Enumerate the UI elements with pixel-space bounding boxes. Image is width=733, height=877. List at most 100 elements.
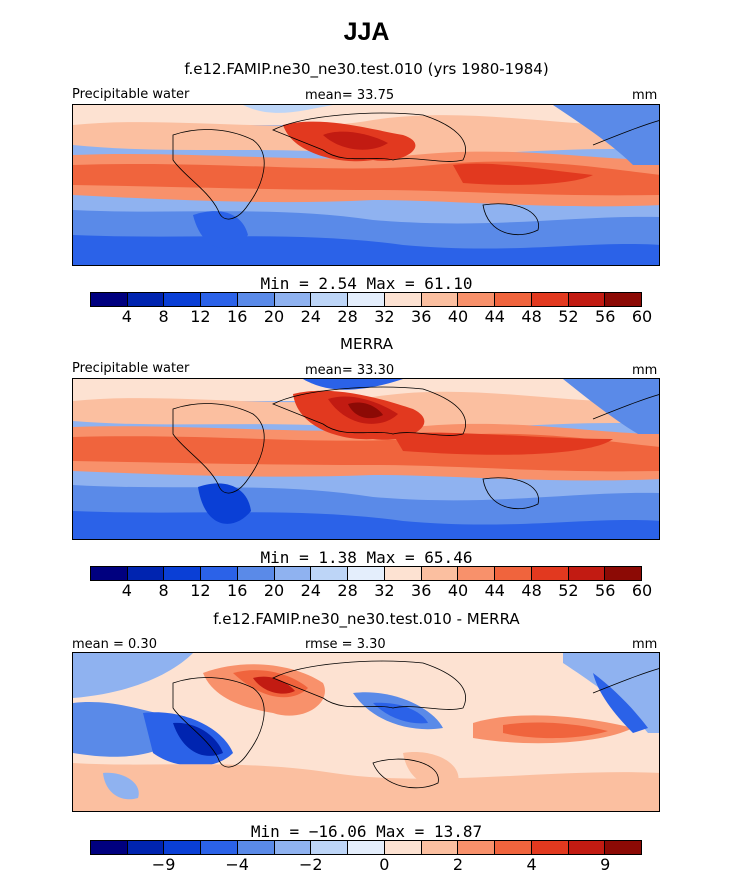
panel3-subtitle: f.e12.FAMIP.ne30_ne30.test.010 - MERRA — [213, 610, 520, 628]
panel1-map — [72, 104, 660, 266]
panel2-colorbar-swatch — [531, 567, 569, 580]
panel1-colorbar — [90, 292, 642, 307]
panel3-colorbar-swatch — [274, 841, 312, 854]
panel1-tick: 40 — [447, 307, 469, 326]
panel2-subtitle: MERRA — [340, 335, 393, 353]
panel2-tick: 12 — [190, 581, 211, 600]
panel3-colorbar-swatch — [201, 841, 238, 854]
panel1-subtitle: f.e12.FAMIP.ne30_ne30.test.010 (yrs 1980… — [184, 60, 549, 78]
panel1-tick: 20 — [263, 307, 285, 326]
panel3-mean-label: mean = 0.30 — [72, 637, 157, 652]
panel1-colorbar-swatch — [274, 293, 312, 306]
panel2-tick: 20 — [263, 581, 285, 600]
panel3-colorbar-swatch — [164, 841, 202, 854]
panel3-colorbar-swatch — [237, 841, 275, 854]
panel3-colorbar-swatch — [348, 841, 385, 854]
panel3-map — [72, 652, 660, 812]
panel2-colorbar-swatch — [605, 567, 642, 580]
panel1-colorbar-swatch — [237, 293, 275, 306]
panel3-tick: −4 — [225, 855, 249, 874]
panel2-tick: 40 — [447, 581, 469, 600]
panel2-colorbar-swatch — [384, 567, 422, 580]
panel3-colorbar-swatch — [91, 841, 128, 854]
panel2-colorbar-swatch — [421, 567, 459, 580]
panel2-colorbar-swatch — [495, 567, 532, 580]
panel1-tick: 56 — [595, 307, 616, 326]
panel1-tick: 44 — [484, 307, 505, 326]
panel1-tick: 28 — [337, 307, 358, 326]
panel1-units-label: mm — [632, 88, 658, 103]
panel2-colorbar — [90, 566, 642, 581]
panel2-tick: 48 — [521, 581, 542, 600]
panel2-colorbar-swatch — [127, 567, 165, 580]
panel3-minmax: Min = −16.06 Max = 13.87 — [250, 822, 483, 841]
panel1-colorbar-swatch — [91, 293, 128, 306]
panel1-colorbar-swatch — [127, 293, 165, 306]
panel3-colorbar-swatch — [458, 841, 496, 854]
panel1-colorbar-swatch — [495, 293, 532, 306]
panel2-tick: 32 — [374, 581, 395, 600]
panel2-tick: 8 — [158, 581, 169, 600]
panel1-tick: 24 — [300, 307, 321, 326]
panel1-colorbar-swatch — [164, 293, 202, 306]
panel3-colorbar-swatch — [495, 841, 532, 854]
panel3-colorbar — [90, 840, 642, 855]
panel1-minmax: Min = 2.54 Max = 61.10 — [260, 274, 473, 293]
panel1-colorbar-swatch — [421, 293, 459, 306]
panel1-variable-label: Precipitable water — [72, 87, 190, 102]
panel2-colorbar-swatch — [91, 567, 128, 580]
panel1-tick: 16 — [227, 307, 248, 326]
panel2-colorbar-swatch — [348, 567, 385, 580]
panel1-tick: 8 — [158, 307, 169, 326]
panel1-colorbar-swatch — [605, 293, 642, 306]
panel2-map — [72, 378, 660, 540]
panel3-rmse-label: rmse = 3.30 — [305, 637, 386, 652]
panel3-colorbar-swatch — [421, 841, 459, 854]
panel2-tick: 56 — [595, 581, 616, 600]
panel2-tick: 52 — [558, 581, 579, 600]
panel1-field — [73, 105, 659, 265]
panel2-tick: 44 — [484, 581, 505, 600]
panel1-tick: 4 — [121, 307, 132, 326]
panel2-colorbar-swatch — [274, 567, 312, 580]
panel3-units-label: mm — [632, 637, 658, 652]
panel3-field — [73, 653, 659, 811]
panel2-tick: 36 — [411, 581, 432, 600]
panel2-tick: 4 — [121, 581, 132, 600]
panel3-colorbar-swatch — [384, 841, 422, 854]
panel2-colorbar-swatch — [164, 567, 202, 580]
panel3-tick: 9 — [600, 855, 611, 874]
panel3-colorbar-swatch — [127, 841, 165, 854]
panel3-colorbar-swatch — [605, 841, 642, 854]
panel2-colorbar-swatch — [201, 567, 238, 580]
panel1-tick: 12 — [190, 307, 211, 326]
panel1-colorbar-swatch — [348, 293, 385, 306]
panel2-minmax: Min = 1.38 Max = 65.46 — [260, 548, 473, 567]
panel1-mean-label: mean= 33.75 — [305, 88, 395, 103]
panel2-field — [73, 379, 659, 539]
panel1-tick: 48 — [521, 307, 542, 326]
panel2-colorbar-swatch — [458, 567, 496, 580]
panel1-colorbar-swatch — [384, 293, 422, 306]
panel3-colorbar-ticks: −9 −4 −2 0 2 4 9 — [90, 855, 642, 875]
panel2-tick: 28 — [337, 581, 358, 600]
panel2-colorbar-swatch — [237, 567, 275, 580]
panel2-mean-label: mean= 33.30 — [305, 363, 395, 378]
panel1-colorbar-swatch — [458, 293, 496, 306]
figure-title: JJA — [343, 18, 390, 46]
panel2-tick: 24 — [300, 581, 321, 600]
panel2-tick: 60 — [631, 581, 653, 600]
panel3-colorbar-swatch — [568, 841, 606, 854]
panel1-colorbar-swatch — [311, 293, 349, 306]
panel3-colorbar-swatch — [311, 841, 349, 854]
panel1-tick: 52 — [558, 307, 579, 326]
panel1-tick: 32 — [374, 307, 395, 326]
panel3-tick: −9 — [151, 855, 176, 874]
panel2-colorbar-swatch — [568, 567, 606, 580]
panel1-colorbar-swatch — [201, 293, 238, 306]
panel1-colorbar-ticks: 4 8 12 16 20 24 28 32 36 40 44 48 52 56 … — [90, 307, 652, 327]
panel2-units-label: mm — [632, 363, 658, 378]
panel3-tick: 4 — [526, 855, 537, 874]
panel1-colorbar-swatch — [531, 293, 569, 306]
panel1-tick: 60 — [631, 307, 653, 326]
